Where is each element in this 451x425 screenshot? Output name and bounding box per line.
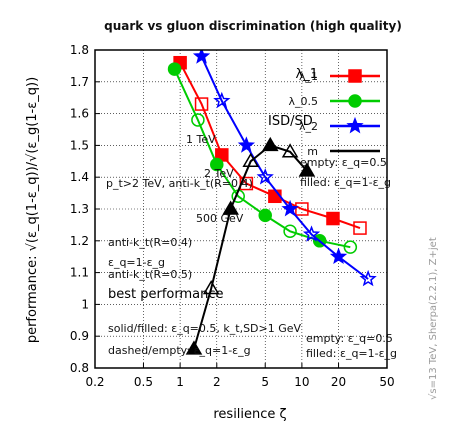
x-tick-label: 0.5	[134, 375, 153, 389]
annotation-eq-1-eg: ε_q=1-ε_g	[108, 256, 165, 269]
chart-title: quark vs gluon discrimination (high qual…	[104, 19, 402, 33]
legend-label: λ_2	[299, 120, 318, 133]
square-marker	[194, 97, 209, 111]
annotation-antikt-04: anti-k_t(R=0.4)	[108, 236, 192, 249]
annotation-pt-2tev: p_t>2 TeV, anti-k_t(R=0.4)	[106, 177, 253, 190]
square-marker	[326, 211, 340, 226]
triangle-marker	[222, 200, 239, 215]
square-marker	[353, 221, 367, 235]
triangle-marker	[298, 162, 316, 177]
x-tick-label: 2	[213, 375, 221, 389]
y-tick-label: 1.1	[70, 266, 89, 280]
x-tick-label: 20	[331, 375, 346, 389]
y-tick-label: 1.3	[70, 202, 89, 216]
annotation-1tev: 1 TeV	[186, 133, 216, 146]
y-tick-label: 1.7	[70, 75, 89, 89]
triangle-marker	[202, 280, 220, 295]
annotation-filled-eq-lower: filled: ε_q=1-ε_g	[306, 347, 397, 360]
triangle-marker	[185, 340, 203, 355]
series-line	[193, 144, 308, 350]
series-group	[192, 50, 377, 287]
legend-label: m	[307, 145, 318, 158]
circle-marker	[210, 157, 224, 172]
annotation-antikt-05: anti-k_t(R=0.5)	[108, 268, 192, 281]
circle-marker	[348, 94, 362, 108]
triangle-marker	[242, 152, 260, 168]
y-tick-label: 0.8	[70, 361, 89, 375]
star-marker	[329, 247, 348, 265]
legend-label: λ_0.5	[288, 95, 318, 108]
legend: λ_1 λ_1λ_0.5λ_2m	[288, 67, 380, 158]
y-tick-label: 1.2	[70, 234, 89, 248]
annotation-empty-eq05-lower: empty: ε_q=0.5	[306, 332, 393, 345]
y-tick-label: 1.5	[70, 138, 89, 152]
star-marker	[213, 91, 231, 109]
y-tick-label: 1.8	[70, 43, 89, 57]
y-tick-label: 1.4	[70, 170, 89, 184]
annotation-empty-eq05: empty: ε_q=0.5	[300, 156, 387, 169]
annotation-solid-filled: solid/filled: ε_q=0.5, k_t,SD>1 GeV	[108, 322, 302, 335]
annotation-dashed-empty: dashed/empty: ε_q=1-ε_g	[108, 344, 251, 357]
y-axis-ticks: 0.8 0.9 1 1.1 1.2 1.3 1.4 1.5 1.6 1.7 1.8	[70, 43, 100, 375]
annotation-best-performance: best performance	[108, 287, 224, 302]
square-marker	[295, 202, 309, 216]
star-marker	[359, 269, 377, 287]
plot-frame	[94, 49, 388, 369]
annotation-filled-eq: filled: ε_q=1-ε_g	[300, 176, 391, 189]
series-line	[200, 55, 369, 280]
x-axis-label: resilience ζ	[213, 407, 286, 422]
triangle-marker	[261, 136, 279, 152]
x-tick-label: 1	[176, 375, 184, 389]
x-tick-label: 50	[379, 375, 394, 389]
grid-lines	[94, 49, 388, 369]
star-marker	[237, 136, 256, 153]
square-marker	[348, 69, 362, 83]
x-tick-label: 10	[294, 375, 309, 389]
annotation-2tev: 2 TeV	[204, 167, 234, 180]
y-axis-label: performance: √(ε_q(1-ε_q))/√(ε_g(1-ε_q))	[25, 77, 40, 343]
x-tick-label: 0.2	[85, 375, 104, 389]
legend-label: λ_1	[299, 70, 318, 83]
y-tick-label: 1.6	[70, 107, 89, 121]
y-tick-label: 0.9	[70, 329, 89, 343]
circle-marker	[167, 62, 182, 76]
star-marker	[346, 116, 364, 134]
triangle-marker	[281, 143, 299, 158]
annotation-isd-sd: ISD/SD	[268, 114, 313, 129]
series-layer	[167, 50, 377, 355]
circle-marker	[191, 113, 205, 127]
circle-marker	[258, 208, 272, 223]
x-axis-ticks: 0.2 0.5 1 2 5 10 20 50	[85, 363, 395, 389]
y-tick-label: 1	[81, 297, 89, 311]
series-group	[185, 136, 316, 355]
side-label: √s=13 TeV, Sherpa(2.2.1), Z+jet	[428, 237, 439, 400]
circle-marker	[283, 224, 297, 239]
circle-marker	[343, 240, 358, 254]
star-marker	[192, 50, 211, 64]
star-marker	[256, 168, 274, 185]
legend-title: λ_1	[296, 67, 318, 82]
x-tick-label: 5	[261, 375, 269, 389]
annotations: p_t>2 TeV, anti-k_t(R=0.4) 1 TeV 2 TeV 5…	[106, 114, 397, 360]
star-marker	[302, 225, 321, 242]
star-marker	[281, 199, 299, 217]
annotation-500gev: 500 GeV	[196, 212, 244, 225]
